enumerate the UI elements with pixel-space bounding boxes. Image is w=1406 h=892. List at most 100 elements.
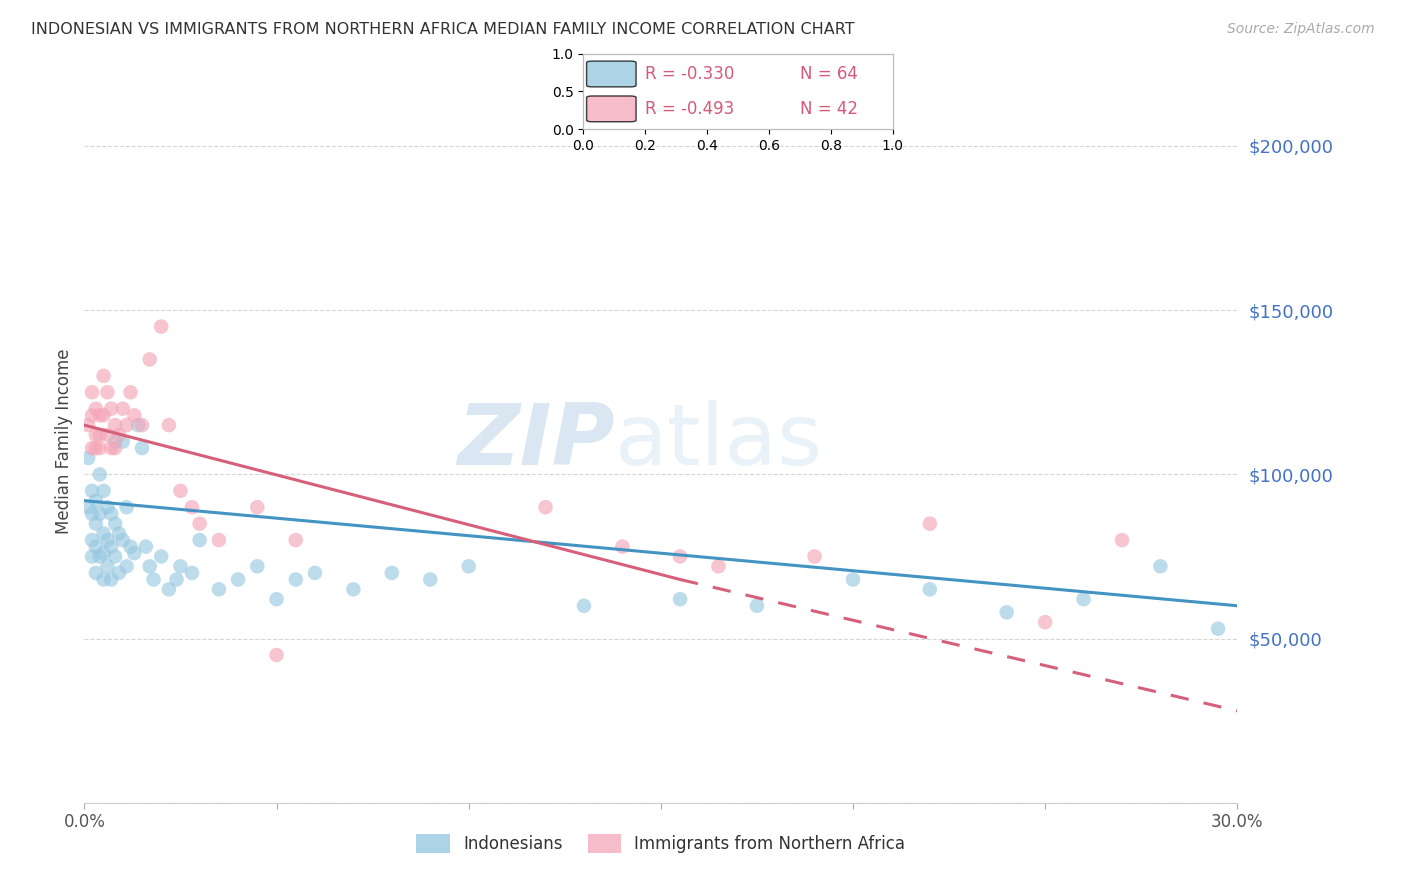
Point	[457, 559, 479, 574]
Point	[138, 559, 160, 574]
Point	[89, 549, 111, 564]
Point	[84, 493, 107, 508]
Point	[80, 533, 103, 547]
Point	[1073, 592, 1095, 607]
Point	[419, 573, 441, 587]
Point	[84, 401, 107, 416]
Point	[96, 559, 118, 574]
Point	[96, 385, 118, 400]
Point	[96, 533, 118, 547]
Point	[111, 533, 134, 547]
Point	[104, 516, 127, 531]
Point	[77, 450, 100, 465]
Point	[80, 549, 103, 564]
Point	[534, 500, 557, 515]
Point	[93, 368, 115, 383]
Point	[93, 526, 115, 541]
Point	[84, 566, 107, 580]
FancyBboxPatch shape	[586, 96, 636, 122]
Point	[246, 500, 269, 515]
Point	[1033, 615, 1056, 630]
Point	[995, 605, 1018, 619]
Point	[100, 401, 122, 416]
Point	[108, 566, 131, 580]
Point	[188, 516, 211, 531]
Point	[266, 592, 288, 607]
Point	[120, 385, 142, 400]
Point	[181, 566, 204, 580]
Text: Source: ZipAtlas.com: Source: ZipAtlas.com	[1227, 22, 1375, 37]
Point	[77, 500, 100, 515]
Point	[84, 540, 107, 554]
Point	[246, 559, 269, 574]
Point	[115, 418, 138, 433]
Point	[342, 582, 364, 597]
Point	[80, 507, 103, 521]
Point	[108, 526, 131, 541]
Point	[100, 507, 122, 521]
Point	[284, 533, 307, 547]
Point	[124, 546, 146, 560]
Point	[669, 592, 692, 607]
Point	[669, 549, 692, 564]
Point	[304, 566, 326, 580]
Point	[127, 418, 149, 433]
Point	[89, 441, 111, 455]
Text: INDONESIAN VS IMMIGRANTS FROM NORTHERN AFRICA MEDIAN FAMILY INCOME CORRELATION C: INDONESIAN VS IMMIGRANTS FROM NORTHERN A…	[31, 22, 855, 37]
Text: R = -0.330: R = -0.330	[645, 65, 735, 83]
Point	[111, 401, 134, 416]
Point	[115, 559, 138, 574]
Point	[93, 546, 115, 560]
Point	[381, 566, 404, 580]
Point	[111, 434, 134, 449]
Point	[284, 573, 307, 587]
Point	[96, 428, 118, 442]
Point	[108, 428, 131, 442]
Point	[104, 441, 127, 455]
Point	[169, 483, 191, 498]
Point	[93, 409, 115, 423]
Point	[89, 467, 111, 482]
Y-axis label: Median Family Income: Median Family Income	[55, 349, 73, 534]
Point	[918, 582, 941, 597]
Point	[842, 573, 865, 587]
Point	[131, 418, 153, 433]
Point	[1206, 622, 1229, 636]
Point	[84, 441, 107, 455]
Point	[1111, 533, 1133, 547]
Point	[80, 409, 103, 423]
Point	[612, 540, 634, 554]
Point	[84, 428, 107, 442]
Point	[157, 418, 180, 433]
Text: N = 42: N = 42	[800, 100, 858, 118]
Point	[104, 549, 127, 564]
Point	[115, 500, 138, 515]
Point	[80, 441, 103, 455]
Point	[124, 409, 146, 423]
Point	[150, 549, 173, 564]
Point	[104, 418, 127, 433]
Text: ZIP: ZIP	[457, 400, 614, 483]
Point	[77, 418, 100, 433]
Point	[135, 540, 157, 554]
Point	[169, 559, 191, 574]
Point	[166, 573, 188, 587]
Point	[93, 573, 115, 587]
Point	[181, 500, 204, 515]
Point	[150, 319, 173, 334]
Point	[266, 648, 288, 662]
Point	[80, 483, 103, 498]
Point	[89, 409, 111, 423]
Point	[100, 573, 122, 587]
Point	[707, 559, 730, 574]
Point	[84, 516, 107, 531]
Point	[138, 352, 160, 367]
Point	[120, 540, 142, 554]
Text: atlas: atlas	[614, 400, 823, 483]
Point	[89, 507, 111, 521]
Point	[1149, 559, 1171, 574]
Point	[142, 573, 165, 587]
Point	[745, 599, 768, 613]
Point	[208, 533, 231, 547]
Point	[96, 500, 118, 515]
